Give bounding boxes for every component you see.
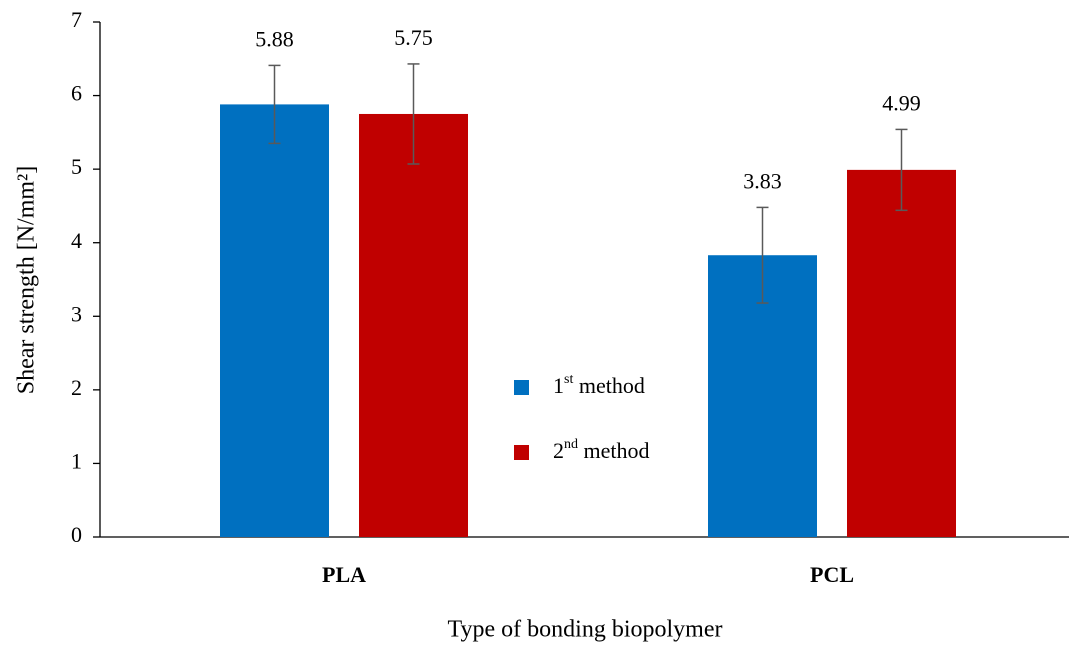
- x-tick-label: PCL: [810, 562, 854, 587]
- legend-label: 2nd method: [553, 437, 650, 463]
- x-axis-label: Type of bonding biopolymer: [448, 617, 723, 643]
- x-tick-label: PLA: [322, 562, 366, 587]
- y-tick-label: 0: [71, 522, 82, 547]
- error-bar: [268, 64, 281, 145]
- y-tick-label: 3: [71, 301, 82, 326]
- y-tick-label: 4: [71, 228, 82, 253]
- bar: [847, 169, 956, 537]
- error-bar: [756, 206, 769, 304]
- data-label: 5.88: [255, 26, 294, 51]
- data-label: 5.75: [394, 25, 433, 50]
- legend-swatch: [514, 445, 529, 460]
- bar: [359, 113, 468, 537]
- error-bar: [895, 128, 908, 212]
- y-tick-label: 6: [71, 81, 82, 106]
- data-label: 3.83: [743, 168, 782, 193]
- y-tick-label: 1: [71, 448, 82, 473]
- y-tick-label: 5: [71, 154, 82, 179]
- y-tick-label: 7: [71, 7, 82, 32]
- legend-label: 1st method: [553, 372, 645, 398]
- legend-swatch: [514, 380, 529, 395]
- y-axis-label: Shear strength [N/mm²]: [14, 166, 40, 394]
- data-label: 4.99: [882, 90, 921, 115]
- bar: [220, 104, 329, 538]
- y-tick-label: 2: [71, 375, 82, 400]
- error-bar: [407, 63, 420, 165]
